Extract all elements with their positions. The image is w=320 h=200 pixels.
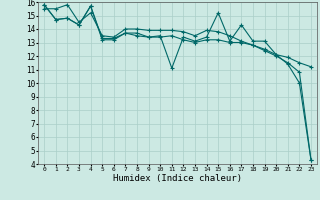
X-axis label: Humidex (Indice chaleur): Humidex (Indice chaleur): [113, 174, 242, 183]
